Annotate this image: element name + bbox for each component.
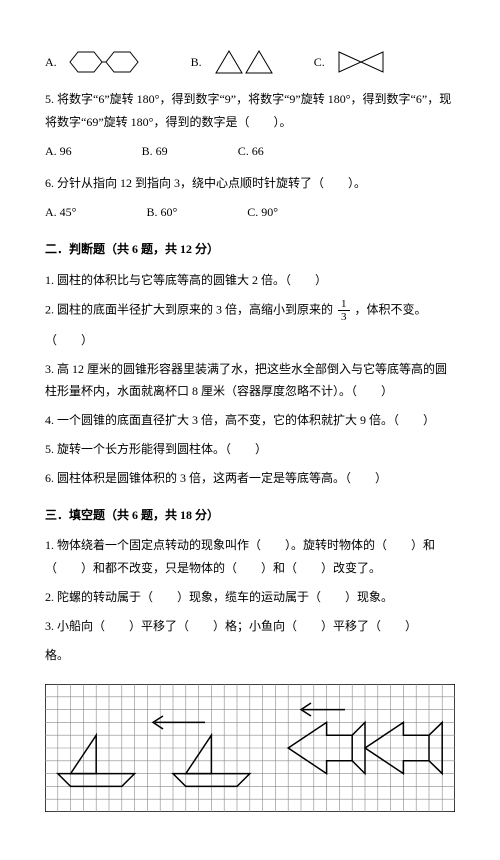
fraction-one-third: 1 3	[338, 298, 350, 323]
option-shapes-row: A. B. C.	[45, 48, 455, 76]
s2-q6: 6. 圆柱体积是圆锥体积的 3 倍，这两者一定是等底等高。（ ）	[45, 467, 455, 490]
q6-opt-b: B. 60°	[146, 201, 177, 224]
s2-q3: 3. 高 12 厘米的圆锥形容器里装满了水，把这些水全部倒入与它等底等高的圆柱形…	[45, 358, 455, 404]
fraction-numerator: 1	[338, 298, 350, 311]
s2-q1: 1. 圆柱的体积比与它等底等高的圆锥大 2 倍。（ ）	[45, 269, 455, 292]
triangles-icon	[214, 49, 276, 75]
s3-q3b: 格。	[45, 644, 455, 667]
bowtie-icon	[337, 50, 385, 74]
grid-figure	[45, 684, 455, 820]
option-c-label: C.	[314, 51, 325, 74]
q5-opt-b: B. 69	[142, 140, 168, 163]
hexagons-icon	[69, 48, 147, 76]
q5-opt-a: A. 96	[45, 140, 72, 163]
section-2-heading: 二．判断题（共 6 题，共 12 分）	[45, 238, 455, 261]
q6-text: 6. 分针从指向 12 到指向 3，绕中心点顺时针旋转了（ ）。	[45, 172, 455, 195]
s2-q5: 5. 旋转一个长方形能得到圆柱体。（ ）	[45, 438, 455, 461]
section-3-heading: 三．填空题（共 6 题，共 18 分）	[45, 504, 455, 527]
q5-choices: A. 96 B. 69 C. 66	[45, 140, 455, 163]
q6-opt-c: C. 90°	[247, 201, 278, 224]
q5-text: 5. 将数字“6”旋转 180°，得到数字“9”，将数字“9”旋转 180°，得…	[45, 88, 455, 134]
s2-q4: 4. 一个圆锥的底面直径扩大 3 倍，高不变，它的体积就扩大 9 倍。（ ）	[45, 409, 455, 432]
q5-opt-c: C. 66	[238, 140, 264, 163]
s3-q1: 1. 物体绕着一个固定点转动的现象叫作（ ）。旋转时物体的（ ）和（ ）和都不改…	[45, 534, 455, 580]
grid-svg	[45, 684, 455, 812]
s3-q2: 2. 陀螺的转动属于（ ）现象，缆车的运动属于（ ）现象。	[45, 586, 455, 609]
fraction-denominator: 3	[338, 311, 350, 323]
option-a-label: A.	[45, 51, 57, 74]
option-b-label: B.	[191, 51, 202, 74]
s2-q2-a: 2. 圆柱的底面半径扩大到原来的 3 倍，高缩小到原来的	[45, 302, 333, 316]
q6-choices: A. 45° B. 60° C. 90°	[45, 201, 455, 224]
s2-q2-b: ，体积不变。	[355, 302, 427, 316]
s3-q3: 3. 小船向（ ）平移了（ ）格；小鱼向（ ）平移了（ ）	[45, 615, 455, 638]
s2-q2-paren: （ ）	[45, 329, 455, 352]
s2-q2: 2. 圆柱的底面半径扩大到原来的 3 倍，高缩小到原来的 1 3 ，体积不变。	[45, 298, 455, 323]
q6-opt-a: A. 45°	[45, 201, 76, 224]
